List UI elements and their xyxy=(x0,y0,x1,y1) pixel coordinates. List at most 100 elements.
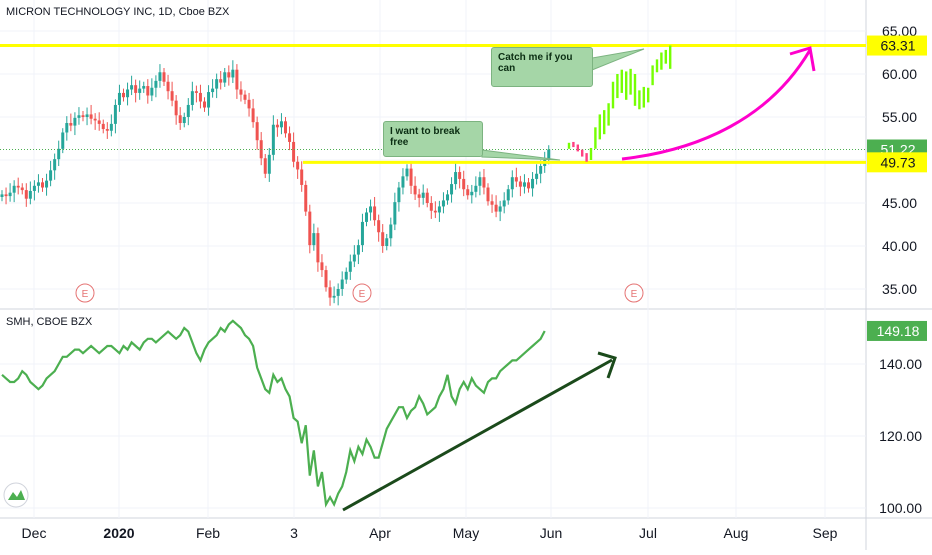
candle xyxy=(36,174,40,193)
candle xyxy=(45,173,49,196)
candle xyxy=(522,174,526,194)
candle xyxy=(20,183,24,195)
candle xyxy=(308,204,312,254)
earnings-marker[interactable]: E xyxy=(352,283,372,303)
smh-y-tick: 100.00 xyxy=(879,500,922,516)
candle xyxy=(97,112,101,131)
candle xyxy=(296,156,300,179)
candle xyxy=(186,98,190,126)
candle xyxy=(425,188,429,208)
candle xyxy=(352,245,356,268)
projected-bar xyxy=(664,49,667,64)
candle xyxy=(527,178,530,193)
candle xyxy=(348,254,352,280)
candle xyxy=(284,117,287,138)
smh-y-tick: 140.00 xyxy=(879,356,922,372)
candle xyxy=(474,176,478,198)
main-y-tick: 65.00 xyxy=(882,23,917,39)
candle xyxy=(8,183,12,202)
smh-trend-arrow[interactable] xyxy=(342,358,613,512)
candle xyxy=(109,114,113,137)
annotation-break-free[interactable]: I want to break free xyxy=(383,121,483,157)
candle xyxy=(166,74,170,100)
candle xyxy=(105,122,109,139)
x-tick: Aug xyxy=(724,525,749,541)
candle xyxy=(113,99,117,134)
candle xyxy=(377,214,381,242)
projected-bar xyxy=(603,110,606,135)
candle xyxy=(65,116,69,141)
price-label: 63.31 xyxy=(867,35,927,56)
candle xyxy=(251,98,255,128)
projected-bar xyxy=(581,149,584,157)
x-tick: 3 xyxy=(290,525,298,541)
candle xyxy=(332,286,336,304)
svg-text:49.73: 49.73 xyxy=(880,154,915,170)
candle xyxy=(373,196,377,226)
candle xyxy=(498,200,502,222)
svg-text:E: E xyxy=(359,289,366,300)
candle xyxy=(138,80,142,100)
projected-bar xyxy=(638,90,641,110)
candle xyxy=(198,84,202,109)
candle xyxy=(494,195,498,218)
candle xyxy=(441,192,445,214)
annotation-catch-me[interactable]: Catch me if you can xyxy=(491,47,593,87)
candle xyxy=(61,128,65,154)
pink-arrow-curve[interactable] xyxy=(621,49,812,161)
candle xyxy=(81,110,85,122)
smh-pane-title: SMH, CBOE BZX xyxy=(6,316,93,328)
candle xyxy=(247,92,251,117)
x-tick: Feb xyxy=(196,525,220,541)
candle xyxy=(462,170,466,197)
projected-bar xyxy=(642,86,645,108)
main-y-tick: 35.00 xyxy=(882,281,917,297)
candle xyxy=(122,88,125,102)
candle xyxy=(182,112,186,128)
x-tick: May xyxy=(453,525,479,541)
main-y-tick: 55.00 xyxy=(882,109,917,125)
candle xyxy=(413,176,417,200)
candle xyxy=(231,60,235,84)
candle xyxy=(356,239,360,265)
earnings-marker[interactable]: E xyxy=(75,283,95,303)
pink-arrow-head xyxy=(789,46,816,72)
candle xyxy=(433,201,437,219)
earnings-marker[interactable]: E xyxy=(624,283,644,303)
candle xyxy=(531,172,535,197)
candle xyxy=(312,223,316,251)
projected-bar xyxy=(594,127,597,149)
candle xyxy=(41,178,44,192)
candle xyxy=(235,64,239,99)
candle xyxy=(77,107,81,125)
svg-text:E: E xyxy=(631,289,638,300)
candle xyxy=(539,160,543,184)
smh-series-line xyxy=(1,319,546,508)
main-y-tick: 60.00 xyxy=(882,66,917,82)
candle xyxy=(381,224,385,253)
axis-layer: 65.0060.0055.0050.0045.0040.0035.00140.0… xyxy=(3,23,927,541)
candle xyxy=(126,82,130,106)
main-pane-title: MICRON TECHNOLOGY INC, 1D, Cboe BZX xyxy=(6,6,230,18)
candle xyxy=(32,180,36,201)
candle xyxy=(510,170,514,198)
candle xyxy=(158,64,162,88)
candle xyxy=(223,67,227,87)
candle xyxy=(93,113,97,130)
projected-bar xyxy=(616,74,619,99)
candle xyxy=(365,208,368,227)
candle xyxy=(336,283,340,306)
candle xyxy=(304,180,308,216)
candle xyxy=(134,79,138,103)
candle xyxy=(450,177,454,203)
smh-pane xyxy=(1,319,617,512)
projected-bar xyxy=(625,71,628,100)
candle xyxy=(243,90,247,105)
candle xyxy=(514,167,518,188)
candle xyxy=(267,147,271,182)
candle xyxy=(263,153,267,179)
candle xyxy=(219,70,223,90)
projected-bar xyxy=(647,87,650,103)
